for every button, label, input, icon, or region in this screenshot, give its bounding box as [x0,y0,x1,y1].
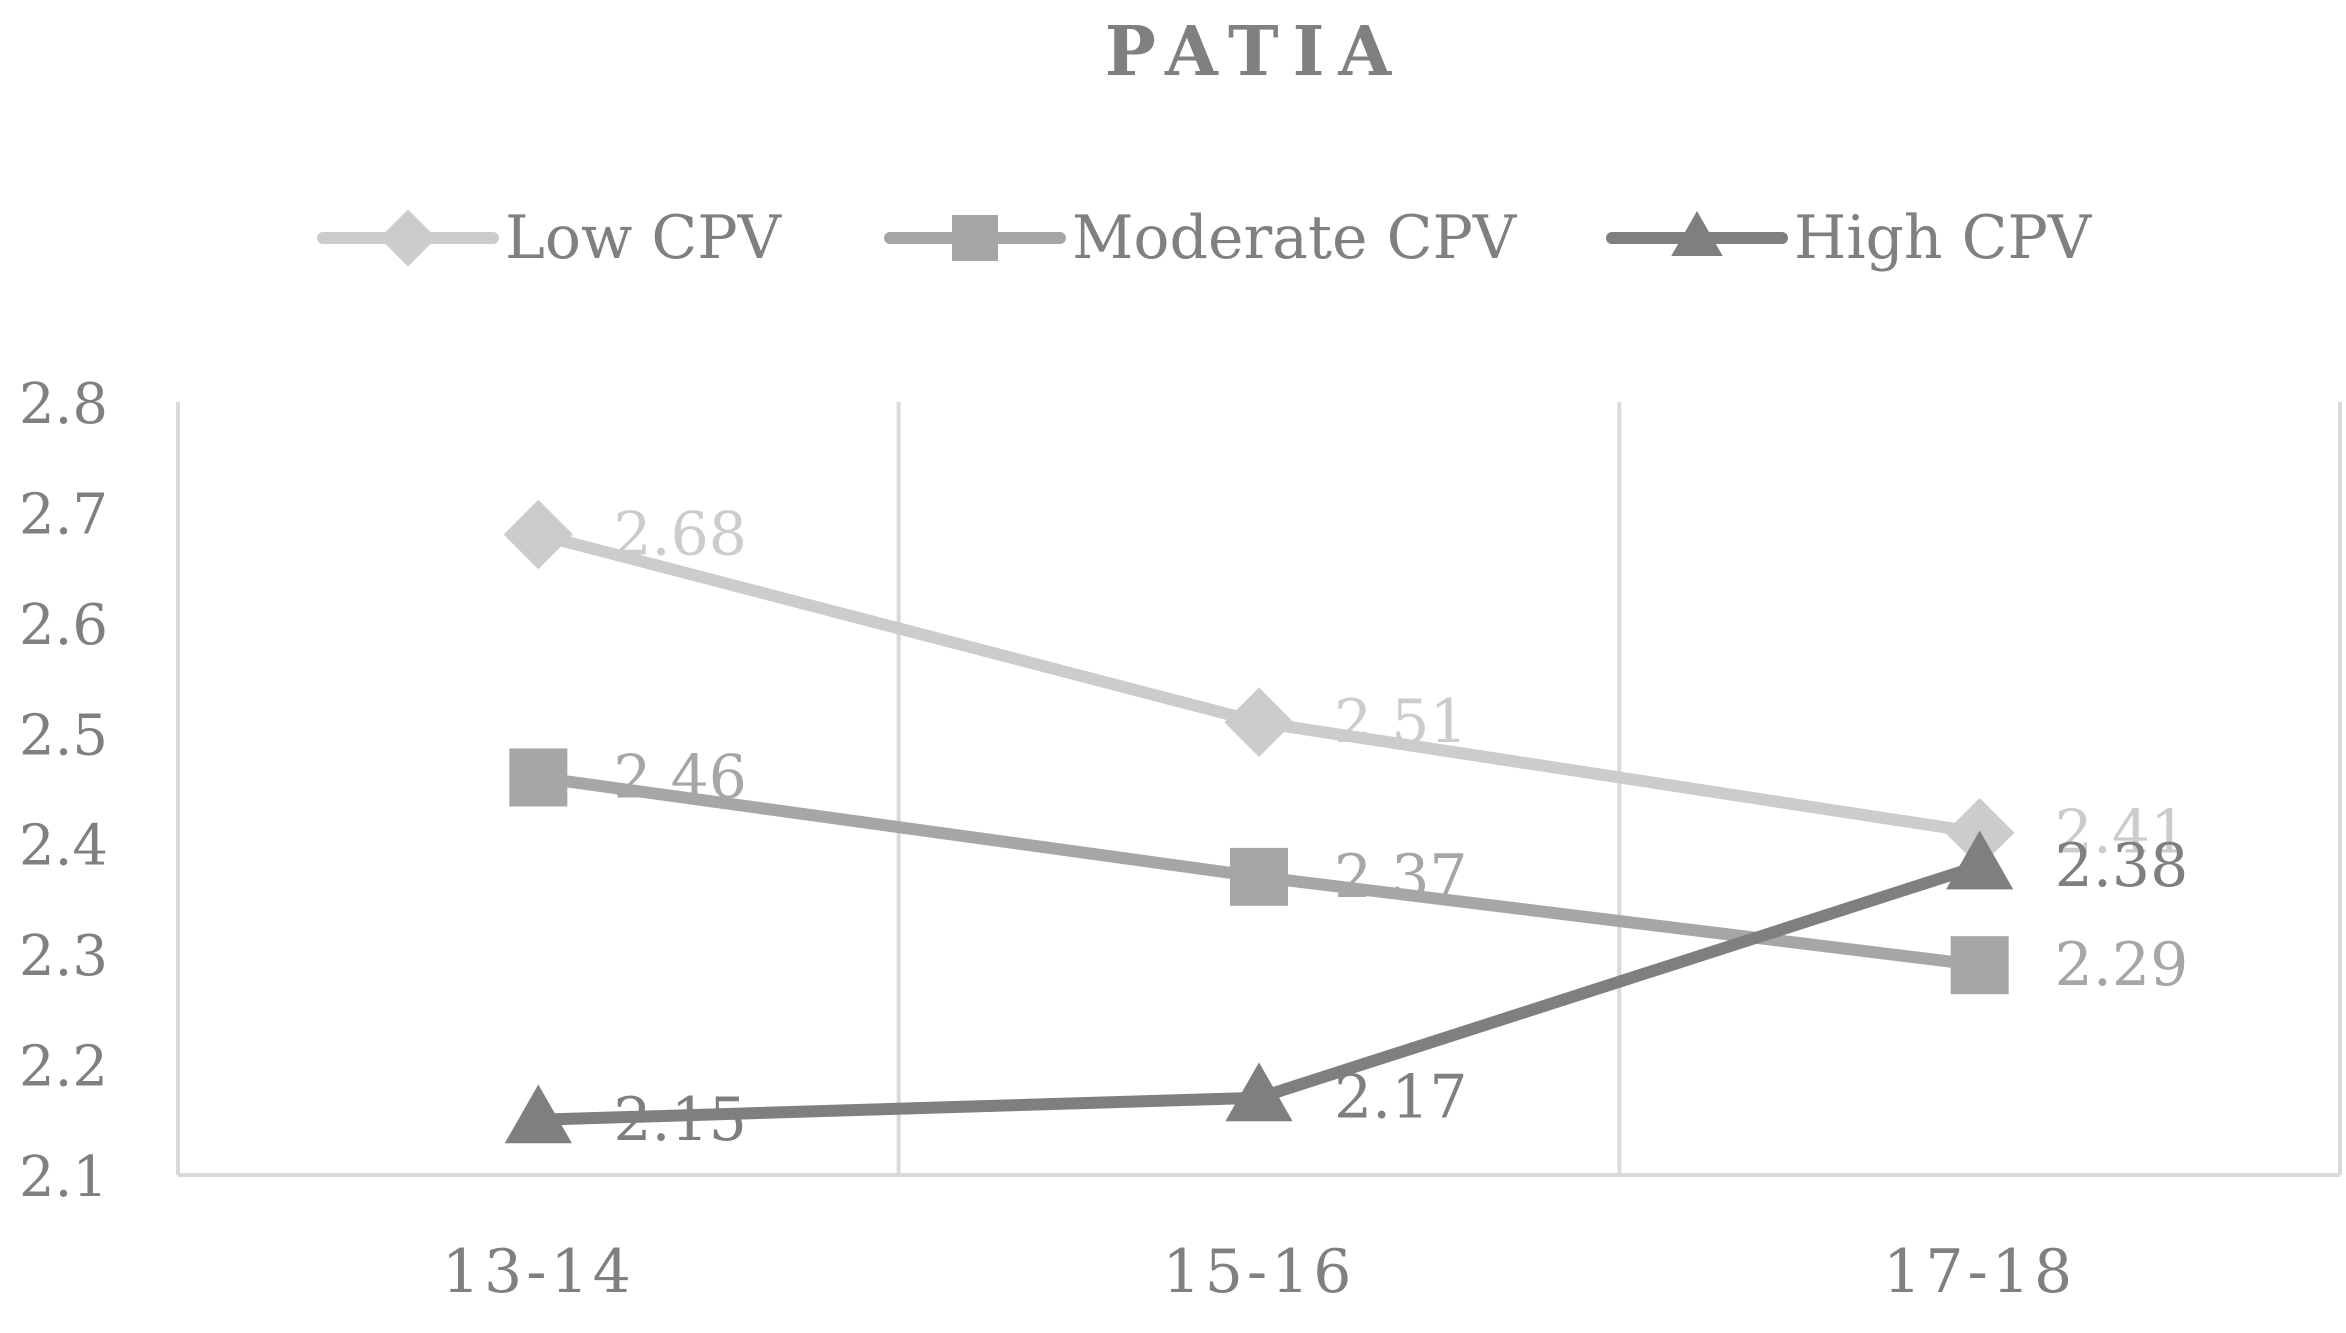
data-point-marker [1950,936,2009,995]
data-label: 2.38 [2055,831,2189,901]
y-tick-label: 2.7 [19,482,108,547]
legend: Low CPV Moderate CPV High CPV [317,203,2093,273]
data-point-marker [504,1084,572,1144]
data-point-marker [1225,1062,1293,1122]
legend-item: Moderate CPV [884,203,1518,273]
legend-marker [379,209,437,267]
data-label: 2.46 [613,742,747,812]
y-tick-label: 2.8 [19,372,108,437]
y-tick-label: 2.6 [19,593,108,658]
legend-item: Low CPV [317,203,783,273]
data-labels: 2.68 2.51 2.41 2.46 2.37 2.29 2.15 2.17 2.38 [613,500,2188,1155]
data-label: 2.37 [1334,842,1468,912]
legend-marker [1671,210,1723,257]
data-label: 2.15 [613,1085,747,1155]
x-tick-label: 15-16 [1163,1237,1356,1307]
x-tick-label: 17-18 [1883,1237,2076,1307]
data-label: 2.51 [1334,687,1468,757]
y-tick-label: 2.1 [19,1145,108,1210]
series-line [532,528,1986,839]
y-tick-label: 2.5 [19,703,108,768]
legend-item: High CPV [1606,203,2093,273]
data-point-marker [503,499,574,570]
legend-label: Low CPV [505,203,783,273]
axes: 2.1 2.2 2.3 2.4 2.5 2.6 2.7 2.8 13-14 15-16 17-18 [19,372,2340,1307]
data-point-marker [1230,847,1288,906]
legend-marker [952,215,998,261]
data-label: 2.29 [2055,930,2189,1000]
data-point-marker [509,748,568,807]
legend-label: High CPV [1794,203,2093,273]
legend-label: Moderate CPV [1072,203,1518,273]
data-label: 2.17 [1334,1063,1468,1133]
y-tick-label: 2.2 [19,1035,108,1100]
y-tick-label: 2.4 [19,814,108,879]
x-tick-label: 13-14 [442,1237,635,1307]
y-tick-label: 2.3 [19,924,108,989]
data-point-marker [1224,687,1294,757]
chart-title: PATIA [1105,12,1405,92]
data-label: 2.68 [613,500,747,570]
data-point-marker [1946,830,2014,890]
data-label: 2.41 [2055,798,2189,868]
series-group [503,499,2015,1144]
grid [176,402,2342,1175]
